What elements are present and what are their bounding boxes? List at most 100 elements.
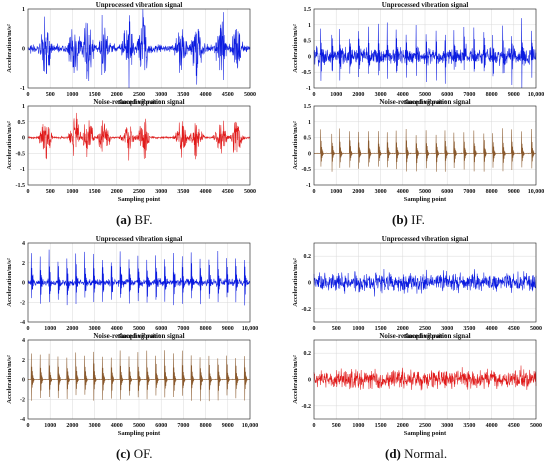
y-axis-label: Acceleration/m/s² [292, 258, 299, 307]
x-tick-label: 5000 [530, 423, 542, 429]
signal-series [27, 350, 251, 402]
y-tick-label: 0 [308, 54, 311, 60]
signal-series [313, 268, 537, 297]
x-tick-label: 5000 [530, 326, 542, 332]
x-tick-label: 2500 [133, 92, 145, 98]
x-tick-label: 3000 [441, 423, 453, 429]
plot-frame [27, 105, 251, 186]
x-tick-label: 5000 [244, 92, 256, 98]
y-tick-label: -2 [20, 397, 25, 403]
signal-series [27, 112, 251, 161]
plot-frame [27, 8, 251, 89]
y-tick-label: -0.2 [302, 307, 312, 313]
x-tick-label: 3000 [441, 326, 453, 332]
x-tick-label: 1000 [66, 189, 78, 195]
x-tick-label: 5000 [419, 189, 431, 195]
x-tick-label: 3500 [463, 423, 475, 429]
x-tick-label: 4500 [508, 423, 520, 429]
x-tick-label: 1000 [352, 326, 364, 332]
x-axis-label: Sampling point [118, 333, 161, 340]
y-tick-label: 0.5 [18, 120, 26, 126]
x-tick-label: 500 [332, 326, 341, 332]
x-tick-label: 1000 [66, 92, 78, 98]
x-tick-label: 9000 [508, 189, 520, 195]
chart-panel-1: 0 500 1000 1500 2000 2500 3000 3500 4000 4500 5000… [6, 1, 256, 106]
x-tick-label: 10,000 [242, 423, 259, 429]
y-tick-label: 0 [308, 378, 311, 384]
y-axis-label: Acceleration/m/s² [292, 24, 299, 73]
chart-title: Noise-reduced vibration signal [379, 98, 470, 106]
x-tick-label: 6000 [155, 423, 167, 429]
y-tick-label: 1 [22, 104, 25, 110]
caption-c: (c) OF. [116, 446, 153, 461]
y-tick-label: 0.2 [304, 254, 312, 260]
y-tick-label: 0 [22, 378, 25, 384]
x-tick-label: 5000 [244, 189, 256, 195]
x-tick-label: 3500 [177, 92, 189, 98]
x-tick-label: 2500 [133, 189, 145, 195]
y-tick-label: -2 [20, 300, 25, 306]
x-tick-label: 1000 [352, 423, 364, 429]
x-tick-label: 2000 [66, 326, 78, 332]
plot-frame [313, 105, 537, 186]
x-tick-label: 2000 [111, 189, 123, 195]
x-tick-label: 3000 [89, 326, 101, 332]
x-tick-label: 1500 [375, 423, 387, 429]
chart-panel-3: 0 1000 2000 3000 4000 5000 6000 7000 8000 9000 10,… [292, 1, 544, 106]
x-tick-label: 1000 [330, 92, 342, 98]
x-tick-label: 9000 [508, 92, 520, 98]
x-tick-label: 3000 [155, 92, 167, 98]
caption-d: (d) Normal. [385, 446, 448, 461]
signal-series [27, 8, 251, 89]
x-tick-label: 2000 [352, 92, 364, 98]
y-tick-label: 1 [308, 23, 311, 29]
y-tick-label: 1 [22, 7, 25, 13]
x-axis-label: Sampling point [404, 430, 447, 437]
x-tick-label: 2500 [419, 423, 431, 429]
chart-panel-5: 0 1000 2000 3000 4000 5000 6000 7000 8000 9000 10,… [6, 235, 258, 340]
x-tick-label: 7000 [463, 92, 475, 98]
y-tick-label: 0.2 [304, 351, 312, 357]
y-tick-label: 1 [308, 120, 311, 126]
chart-title: Noise-reduced vibration signal [93, 332, 184, 340]
y-tick-label: -1 [306, 86, 311, 92]
y-tick-label: -4 [20, 320, 25, 326]
y-tick-label: 0 [308, 281, 311, 287]
x-tick-label: 2000 [111, 92, 123, 98]
y-tick-label: -0.2 [302, 404, 312, 410]
x-tick-label: 1000 [44, 326, 56, 332]
x-axis-label: Sampling point [118, 430, 161, 437]
x-tick-label: 6000 [155, 326, 167, 332]
x-tick-label: 6000 [441, 92, 453, 98]
x-tick-label: 1500 [89, 189, 101, 195]
y-tick-label: 0.5 [304, 39, 312, 45]
x-tick-label: 2000 [352, 189, 364, 195]
x-tick-label: 3500 [177, 189, 189, 195]
chart-title: Noise-reduced vibration signal [379, 332, 470, 340]
y-axis-label: Acceleration/m/s² [6, 258, 13, 307]
y-tick-label: 2 [22, 261, 25, 267]
x-tick-label: 3000 [375, 189, 387, 195]
plot-frame [27, 242, 251, 323]
x-tick-label: 8000 [200, 423, 212, 429]
x-tick-label: 4500 [222, 92, 234, 98]
x-tick-label: 4000 [200, 189, 212, 195]
x-tick-label: 2000 [66, 423, 78, 429]
y-axis-label: Acceleration/m/s² [6, 355, 13, 404]
x-tick-label: 500 [46, 92, 55, 98]
y-tick-label: 4 [22, 241, 25, 247]
x-tick-label: 7000 [463, 189, 475, 195]
y-tick-label: 0 [308, 151, 311, 157]
plot-frame [27, 339, 251, 420]
signal-series [313, 128, 537, 172]
chart-title: Unprocessed vibration signal [382, 1, 469, 9]
x-axis-label: Sampling point [404, 196, 447, 203]
x-axis-label: Sampling point [404, 333, 447, 340]
chart-title: Unprocessed vibration signal [382, 235, 469, 243]
x-tick-label: 8000 [200, 326, 212, 332]
y-axis-label: Acceleration/m/s² [6, 121, 13, 170]
y-tick-label: 0 [22, 136, 25, 142]
y-tick-label: 2 [22, 358, 25, 364]
x-tick-label: 3000 [89, 423, 101, 429]
